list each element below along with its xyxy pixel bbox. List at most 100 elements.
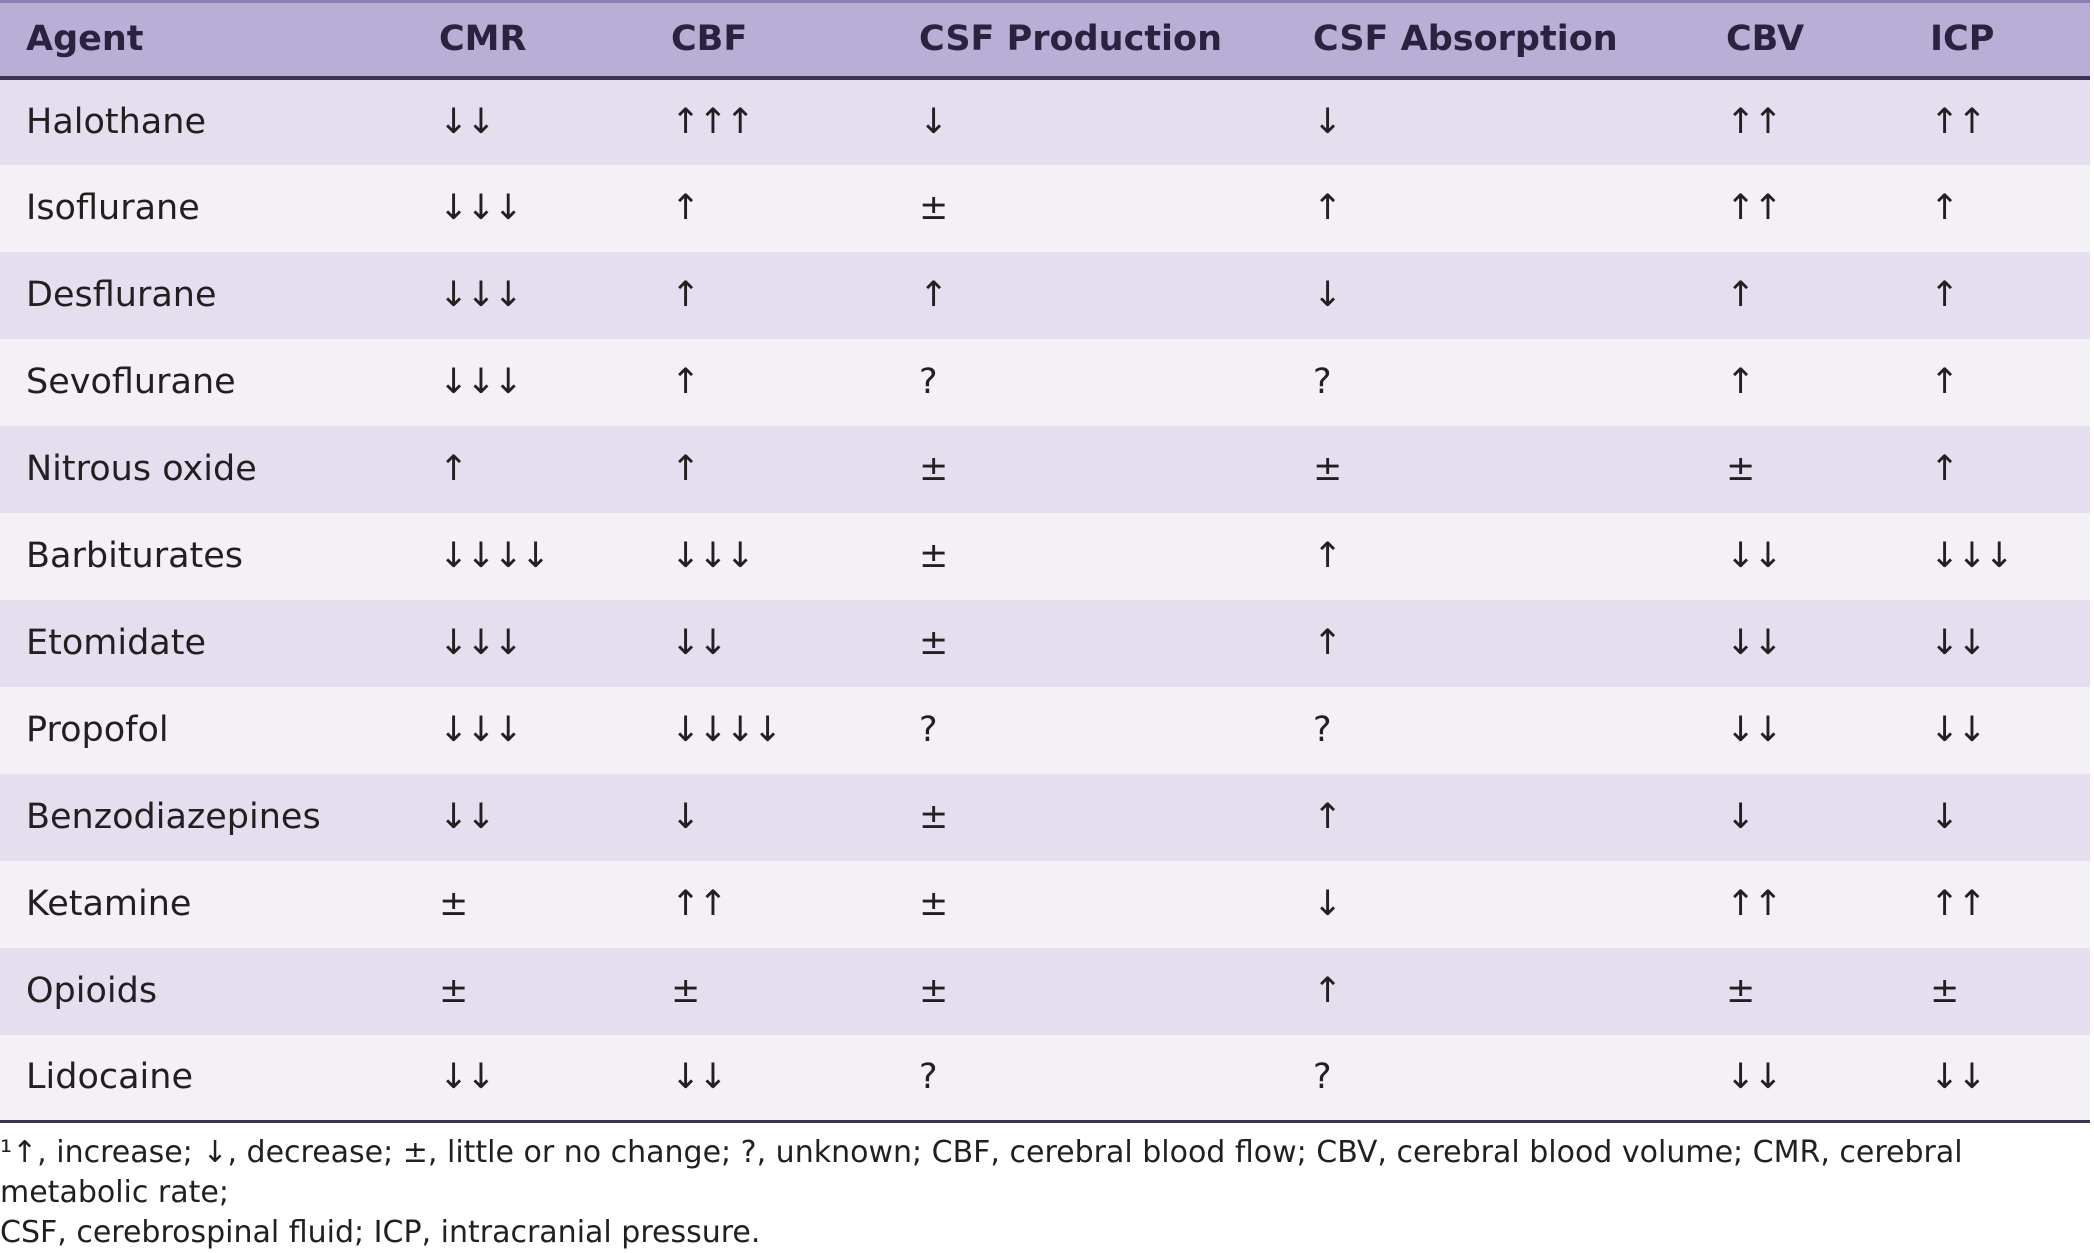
cell-cbv: ↓↓: [1726, 1057, 1783, 1098]
header-cbv: CBV: [1726, 19, 1805, 60]
table-row: Barbiturates ↓↓↓↓ ↓↓↓ ± ↑ ↓↓ ↓↓↓: [0, 512, 2090, 600]
footnote: ¹↑, increase; ↓, decrease; ±, little or …: [0, 1133, 2080, 1253]
cell-cbf: ↑↑↑: [671, 102, 755, 142]
cell-cbv: ↓↓: [1726, 623, 1783, 663]
cell-agent: Barbiturates: [26, 536, 244, 576]
table-row: Lidocaine ↓↓ ↓↓?? ↓↓ ↓↓: [0, 1034, 2090, 1122]
cell-cmr: ↓↓↓↓: [439, 536, 550, 576]
cell-cmr: ↓↓↓: [439, 275, 523, 315]
cell-csf-absorption: ?: [1313, 1057, 1332, 1098]
cell-cmr: ±: [439, 884, 468, 924]
table-row: Isoflurane ↓↓↓ ↑ ± ↑ ↑↑ ↑: [0, 164, 2090, 252]
header-cbf: CBF: [671, 19, 748, 60]
cell-csf-production: ±: [919, 536, 948, 576]
cell-cbf: ↓: [671, 797, 700, 837]
cell-cbv: ↓↓: [1726, 536, 1783, 576]
cell-cmr: ↓↓↓: [439, 362, 523, 402]
header-agent: Agent: [26, 19, 144, 60]
cell-cbf: ±: [671, 971, 700, 1011]
table-row: Ketamine ± ↑↑ ± ↓ ↑↑ ↑↑: [0, 860, 2090, 948]
cell-cmr: ↓↓: [439, 102, 496, 142]
cell-csf-production: ?: [919, 362, 938, 402]
cell-agent: Sevoflurane: [26, 362, 236, 402]
header-icp: ICP: [1930, 19, 1995, 60]
cell-csf-absorption: ↑: [1313, 623, 1342, 663]
cell-cmr: ±: [439, 971, 468, 1011]
table-row: Sevoflurane ↓↓↓ ↑?? ↑ ↑: [0, 338, 2090, 426]
table-row: Nitrous oxide ↑ ↑ ± ± ± ↑: [0, 425, 2090, 513]
header-csf-absorption: CSF Absorption: [1313, 19, 1618, 60]
cell-cbf: ↑: [671, 362, 700, 402]
footnote-line-2: CSF, cerebrospinal fluid; ICP, intracran…: [0, 1215, 761, 1250]
cell-cbv: ↑: [1726, 362, 1755, 402]
cell-agent: Nitrous oxide: [26, 449, 257, 489]
cell-csf-absorption: ↑: [1313, 971, 1342, 1011]
cell-agent: Etomidate: [26, 623, 206, 663]
cell-cmr: ↓↓↓: [439, 710, 523, 750]
anesthetic-effects-table: Agent CMR CBF CSF Production CSF Absorpt…: [0, 1, 2090, 1122]
cell-csf-production: ↓: [919, 102, 948, 142]
cell-cmr: ↓↓↓: [439, 623, 523, 663]
footnote-line-1: ¹↑, increase; ↓, decrease; ±, little or …: [0, 1135, 1963, 1210]
table-row: Opioids ± ± ± ↑ ± ±: [0, 947, 2090, 1035]
cell-csf-production: ±: [919, 971, 948, 1011]
cell-cmr: ↓↓↓: [439, 188, 523, 228]
cell-cbv: ±: [1726, 449, 1755, 489]
cell-cbf: ↑↑: [671, 884, 728, 924]
cell-icp: ↓↓: [1930, 710, 1987, 750]
cell-cbf: ↑: [671, 188, 700, 228]
cell-icp: ↑: [1930, 449, 1959, 489]
cell-csf-absorption: ±: [1313, 449, 1342, 489]
cell-cbf: ↓↓↓: [671, 536, 755, 576]
cell-csf-production: ±: [919, 797, 948, 837]
cell-csf-absorption: ↓: [1313, 275, 1342, 315]
cell-cbv: ↑: [1726, 275, 1755, 315]
cell-csf-production: ?: [919, 1057, 938, 1098]
cell-cbv: ↓↓: [1726, 710, 1783, 750]
cell-csf-production: ↑: [919, 275, 948, 315]
cell-cbv: ↑↑: [1726, 884, 1783, 924]
cell-cbf: ↓↓↓↓: [671, 710, 782, 750]
cell-cbf: ↓↓: [671, 623, 728, 663]
header-cmr: CMR: [439, 19, 527, 60]
cell-cbv: ↓: [1726, 797, 1755, 837]
cell-icp: ↑: [1930, 275, 1959, 315]
cell-icp: ↓↓: [1930, 623, 1987, 663]
cell-csf-production: ±: [919, 188, 948, 228]
cell-csf-production: ±: [919, 884, 948, 924]
cell-csf-absorption: ↑: [1313, 797, 1342, 837]
table-body: Halothane ↓↓ ↑↑↑ ↓ ↓ ↑↑ ↑↑ Isoflurane ↓↓↓ ↑ ± ↑ ↑↑ ↑ D…: [0, 77, 2090, 1122]
cell-icp: ↑: [1930, 188, 1959, 228]
cell-agent: Desflurane: [26, 275, 217, 315]
cell-agent: Benzodiazepines: [26, 797, 321, 837]
cell-icp: ↑: [1930, 362, 1959, 402]
cell-csf-production: ?: [919, 710, 938, 750]
cell-csf-production: ±: [919, 623, 948, 663]
cell-cmr: ↓↓: [439, 797, 496, 837]
cell-cbv: ↑↑: [1726, 188, 1783, 228]
table-row: Benzodiazepines ↓↓ ↓ ± ↑ ↓ ↓: [0, 773, 2090, 861]
cell-csf-absorption: ↓: [1313, 102, 1342, 142]
cell-csf-absorption: ↓: [1313, 884, 1342, 924]
cell-agent: Opioids: [26, 971, 158, 1011]
cell-cmr: ↓↓: [439, 1057, 496, 1098]
header-row: Agent CMR CBF CSF Production CSF Absorpt…: [0, 1, 2090, 78]
table-row: Etomidate ↓↓↓ ↓↓ ± ↑ ↓↓ ↓↓: [0, 599, 2090, 687]
cell-csf-absorption: ↑: [1313, 188, 1342, 228]
cell-icp: ↓↓: [1930, 1057, 1987, 1098]
cell-agent: Lidocaine: [26, 1057, 193, 1098]
cell-icp: ↑↑: [1930, 884, 1987, 924]
header-csf-production: CSF Production: [919, 19, 1223, 60]
cell-csf-absorption: ?: [1313, 710, 1332, 750]
cell-cbv: ±: [1726, 971, 1755, 1011]
table-row: Propofol ↓↓↓ ↓↓↓↓?? ↓↓ ↓↓: [0, 686, 2090, 774]
cell-agent: Ketamine: [26, 884, 192, 924]
table-container: Agent CMR CBF CSF Production CSF Absorpt…: [0, 1, 2090, 1122]
cell-icp: ±: [1930, 971, 1959, 1011]
cell-icp: ↓↓↓: [1930, 536, 2014, 576]
table-row: Halothane ↓↓ ↑↑↑ ↓ ↓ ↑↑ ↑↑: [0, 77, 2090, 165]
cell-agent: Halothane: [26, 102, 206, 142]
cell-csf-production: ±: [919, 449, 948, 489]
cell-csf-absorption: ↑: [1313, 536, 1342, 576]
cell-agent: Isoflurane: [26, 188, 200, 228]
